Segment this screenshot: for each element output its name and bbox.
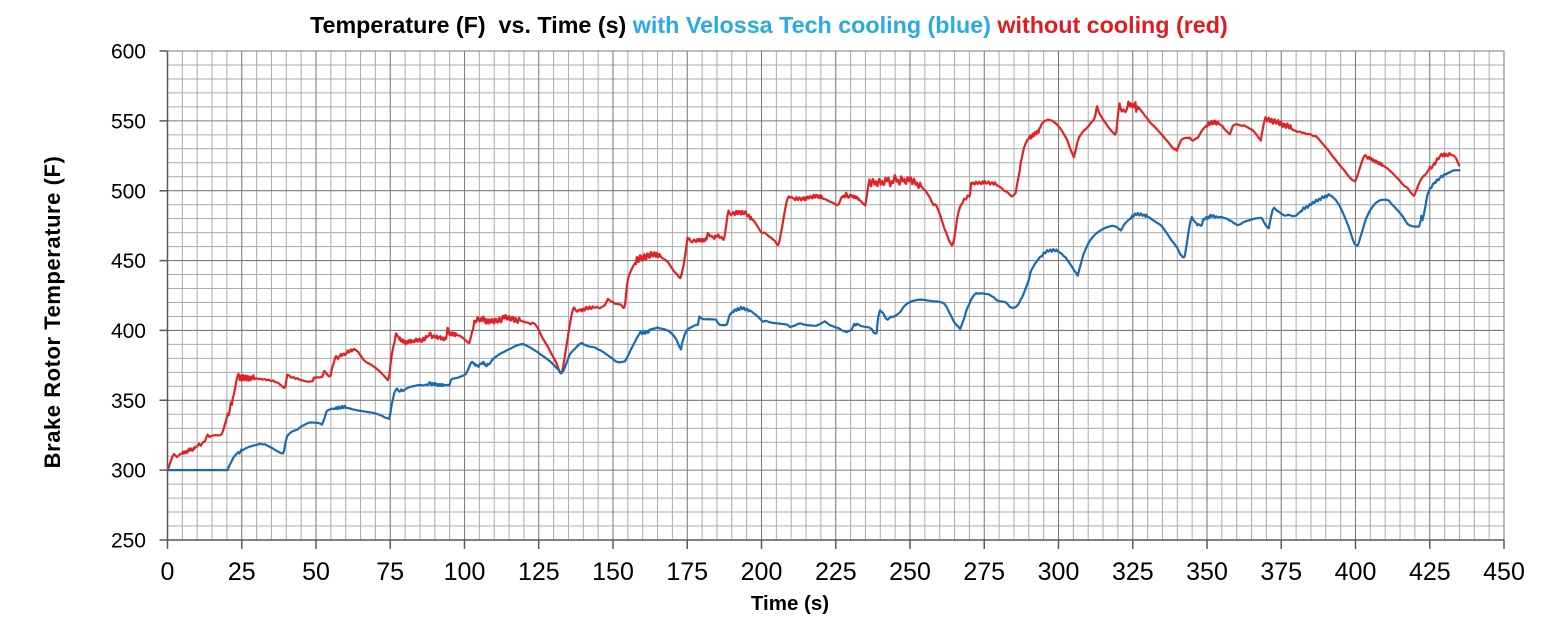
svg-text:175: 175 [666, 558, 708, 586]
svg-text:425: 425 [1409, 558, 1451, 586]
svg-text:25: 25 [228, 558, 256, 586]
svg-text:125: 125 [518, 558, 560, 586]
svg-text:250: 250 [111, 530, 146, 553]
svg-text:Time (s): Time (s) [751, 592, 829, 615]
svg-text:450: 450 [1483, 558, 1525, 586]
svg-text:500: 500 [111, 180, 146, 203]
svg-text:350: 350 [111, 390, 146, 413]
svg-text:550: 550 [111, 111, 146, 134]
svg-text:300: 300 [1038, 558, 1080, 586]
svg-text:250: 250 [889, 558, 931, 586]
svg-text:600: 600 [111, 41, 146, 64]
svg-text:375: 375 [1260, 558, 1302, 586]
svg-text:Temperature (F) vs. Time (s): Temperature (F) vs. Time (s) with Veloss… [310, 12, 1228, 38]
svg-text:400: 400 [111, 320, 146, 343]
svg-text:450: 450 [111, 250, 146, 273]
svg-text:75: 75 [376, 558, 404, 586]
svg-text:400: 400 [1335, 558, 1377, 586]
svg-text:50: 50 [302, 558, 330, 586]
svg-text:0: 0 [161, 558, 175, 586]
svg-text:350: 350 [1186, 558, 1228, 586]
svg-text:325: 325 [1112, 558, 1154, 586]
svg-text:275: 275 [963, 558, 1005, 586]
svg-text:150: 150 [592, 558, 634, 586]
svg-text:Brake Rotor Temperature (F): Brake Rotor Temperature (F) [40, 156, 65, 469]
svg-text:200: 200 [741, 558, 783, 586]
svg-text:100: 100 [444, 558, 486, 586]
svg-text:300: 300 [111, 460, 146, 483]
svg-text:225: 225 [815, 558, 857, 586]
